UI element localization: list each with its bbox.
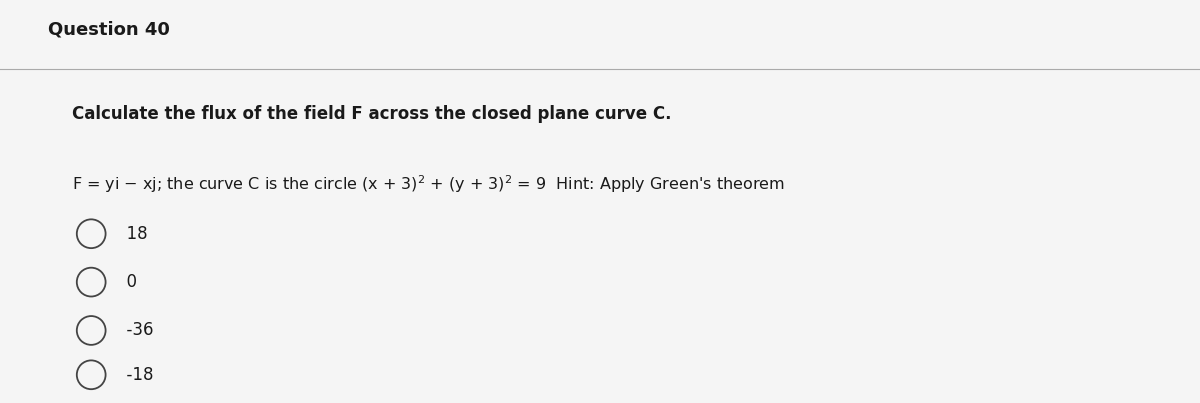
Text: 18: 18 xyxy=(116,225,148,243)
Text: F = yi $-$ xj; the curve C is the circle (x + 3)$^2$ + (y + 3)$^2$ = 9  Hint: Ap: F = yi $-$ xj; the curve C is the circle… xyxy=(72,173,785,195)
Text: -18: -18 xyxy=(116,366,154,384)
Text: Question 40: Question 40 xyxy=(48,20,170,38)
Text: Calculate the flux of the field F across the closed plane curve C.: Calculate the flux of the field F across… xyxy=(72,105,672,123)
Text: 0: 0 xyxy=(116,273,138,291)
Text: -36: -36 xyxy=(116,322,154,339)
